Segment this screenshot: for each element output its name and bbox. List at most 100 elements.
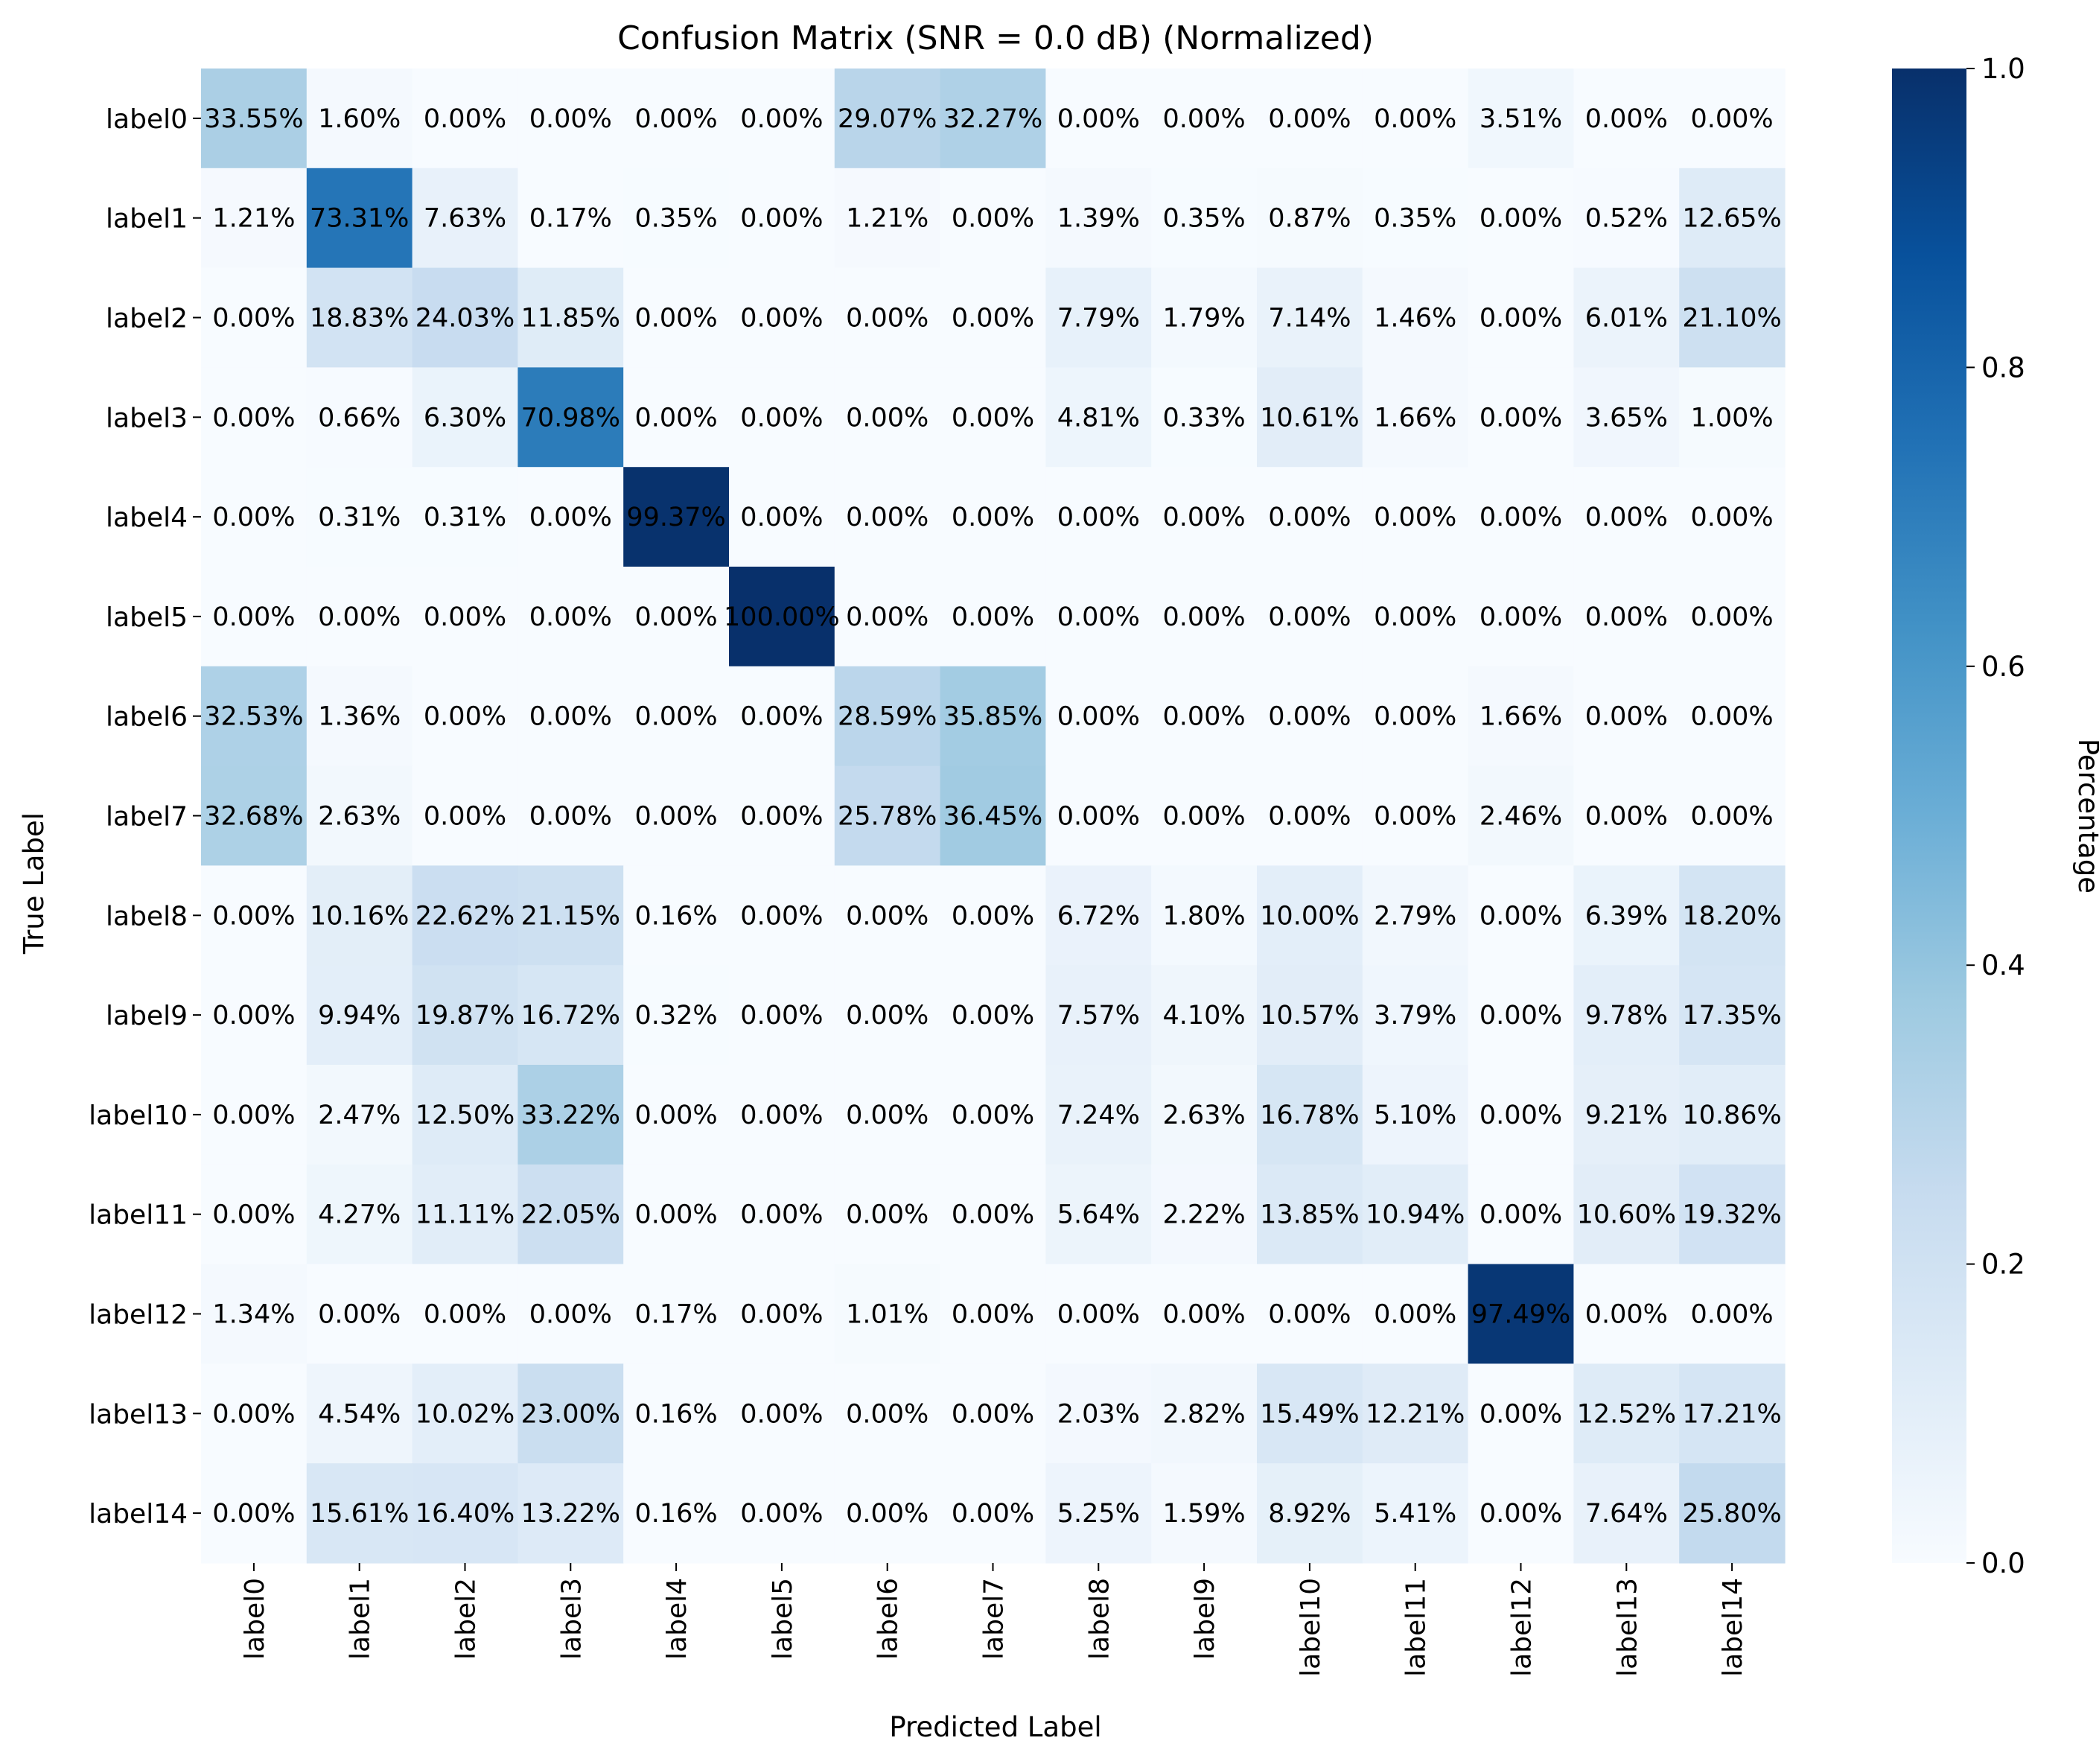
heatmap-cell xyxy=(1362,666,1469,767)
cell-value-label: 70.98% xyxy=(521,403,620,433)
heatmap-cell xyxy=(517,765,624,866)
heatmap-cell xyxy=(940,965,1046,1066)
heatmap-cell xyxy=(1257,69,1363,169)
cell-value-label: 0.00% xyxy=(529,1300,612,1330)
cell-value-label: 0.31% xyxy=(318,503,401,532)
heatmap-cell xyxy=(623,1463,730,1564)
heatmap-cell xyxy=(834,1164,941,1265)
cell-value-label: 0.00% xyxy=(1268,702,1351,732)
cell-value-label: 0.00% xyxy=(212,304,295,334)
heatmap-cell xyxy=(1468,1164,1574,1265)
heatmap-cell xyxy=(940,1463,1046,1564)
heatmap-cell xyxy=(1573,1065,1680,1165)
heatmap-cell xyxy=(1468,965,1574,1066)
heatmap-cell xyxy=(201,765,308,866)
cell-value-label: 1.21% xyxy=(212,204,295,234)
cell-value-label: 0.00% xyxy=(1691,1300,1774,1330)
heatmap-cell xyxy=(834,467,941,567)
cell-value-label: 32.68% xyxy=(204,802,303,832)
heatmap-cell xyxy=(412,1363,518,1464)
cell-value-label: 0.00% xyxy=(846,304,929,334)
heatmap-cell xyxy=(1257,267,1363,368)
cell-value-label: 0.00% xyxy=(318,1300,401,1330)
heatmap-cell xyxy=(201,567,308,667)
heatmap-cell xyxy=(940,467,1046,567)
x-tick-label: label3 xyxy=(556,1578,587,1660)
heatmap-cell xyxy=(623,965,730,1066)
heatmap-cell xyxy=(412,267,518,368)
cell-value-label: 2.63% xyxy=(318,802,401,832)
heatmap-cell xyxy=(517,1463,624,1564)
heatmap-cell xyxy=(834,267,941,368)
colorbar-ticks: 0.0 0.2 0.4 0.6 0.8 1.0 xyxy=(1966,53,2025,1579)
cell-value-label: 0.00% xyxy=(1480,1200,1562,1230)
cell-value-label: 99.37% xyxy=(626,503,725,532)
cell-value-label: 0.00% xyxy=(635,602,718,632)
cell-value-label: 0.00% xyxy=(1057,802,1140,832)
cell-value-label: 33.22% xyxy=(521,1101,620,1130)
cell-value-label: 0.16% xyxy=(635,901,718,931)
heatmap-cell xyxy=(306,467,413,567)
heatmap-cell xyxy=(1362,367,1469,468)
heatmap-cell xyxy=(1362,965,1469,1066)
heatmap-cell xyxy=(1468,1264,1574,1364)
x-tick-label: label1 xyxy=(345,1578,376,1660)
cell-value-label: 0.00% xyxy=(1480,1101,1562,1130)
cell-value-label: 25.78% xyxy=(838,802,937,832)
heatmap-cell-labels: 33.55% 1.60% 0.00% 0.00% 0.00% 0.00% 29.07% 32.… xyxy=(204,104,1782,1529)
x-tick-label: label11 xyxy=(1401,1578,1432,1677)
cell-value-label: 0.00% xyxy=(1480,403,1562,433)
heatmap-cell xyxy=(1573,467,1680,567)
cell-value-label: 1.66% xyxy=(1480,702,1562,732)
heatmap-cell xyxy=(1679,1463,1786,1564)
heatmap-cell xyxy=(306,765,413,866)
cell-value-label: 12.65% xyxy=(1682,204,1781,234)
heatmap-cell xyxy=(1151,467,1258,567)
cell-value-label: 17.21% xyxy=(1682,1399,1781,1429)
y-tick-label: label3 xyxy=(106,403,188,433)
cell-value-label: 23.00% xyxy=(521,1399,620,1429)
cell-value-label: 0.00% xyxy=(952,1001,1034,1031)
cell-value-label: 4.27% xyxy=(318,1200,401,1230)
heatmap-cell xyxy=(412,666,518,767)
heatmap-cell xyxy=(1362,567,1469,667)
heatmap-cell xyxy=(1151,765,1258,866)
heatmap-cell xyxy=(201,1463,308,1564)
heatmap-cell xyxy=(1257,1065,1363,1165)
heatmap-cell xyxy=(1151,1363,1258,1464)
heatmap-cell xyxy=(306,1463,413,1564)
cell-value-label: 0.31% xyxy=(424,503,506,532)
heatmap-cell xyxy=(1468,367,1574,468)
cell-value-label: 32.27% xyxy=(943,104,1042,134)
cell-value-label: 0.00% xyxy=(1585,702,1668,732)
heatmap-cell xyxy=(834,965,941,1066)
heatmap-cell xyxy=(1573,367,1680,468)
heatmap-cell xyxy=(306,1065,413,1165)
x-axis-title: Predicted Label xyxy=(889,1711,1101,1743)
cell-value-label: 18.83% xyxy=(310,304,409,334)
cell-value-label: 0.00% xyxy=(1480,901,1562,931)
cell-value-label: 0.00% xyxy=(1268,602,1351,632)
heatmap-cell xyxy=(201,267,308,368)
heatmap-cell xyxy=(1362,69,1469,169)
y-axis-ticks: label0 label1 label2 label3 label4 label5 labe… xyxy=(89,104,201,1529)
cell-value-label: 0.00% xyxy=(740,1399,823,1429)
heatmap-cell xyxy=(1679,69,1786,169)
heatmap-cell xyxy=(1045,367,1152,468)
cell-value-label: 0.00% xyxy=(318,602,401,632)
cell-value-label: 0.00% xyxy=(740,304,823,334)
heatmap-cell xyxy=(940,367,1046,468)
cell-value-label: 0.00% xyxy=(1480,1001,1562,1031)
heatmap-cell xyxy=(834,69,941,169)
y-tick-label: label2 xyxy=(106,304,188,334)
cell-value-label: 0.00% xyxy=(635,702,718,732)
cell-value-label: 7.64% xyxy=(1585,1499,1668,1529)
heatmap-cell xyxy=(517,467,624,567)
heatmap-cell xyxy=(1151,567,1258,667)
heatmap-cell xyxy=(940,1065,1046,1165)
heatmap-cell xyxy=(1151,865,1258,966)
x-tick-label: label10 xyxy=(1296,1578,1326,1677)
cell-value-label: 0.00% xyxy=(952,503,1034,532)
heatmap-cell xyxy=(201,1264,308,1364)
cell-value-label: 7.14% xyxy=(1268,304,1351,334)
